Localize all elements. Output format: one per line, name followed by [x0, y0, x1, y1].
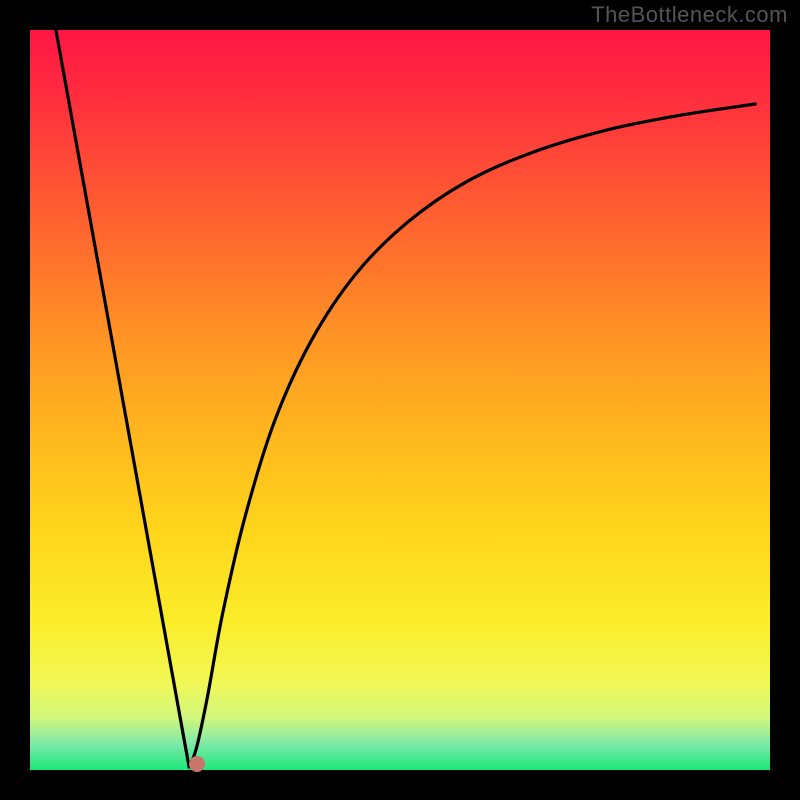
plot-area [30, 30, 770, 770]
gradient-background [30, 30, 770, 770]
chart-container: TheBottleneck.com [0, 0, 800, 800]
watermark-text: TheBottleneck.com [591, 2, 788, 28]
optimal-point-marker [189, 756, 205, 772]
